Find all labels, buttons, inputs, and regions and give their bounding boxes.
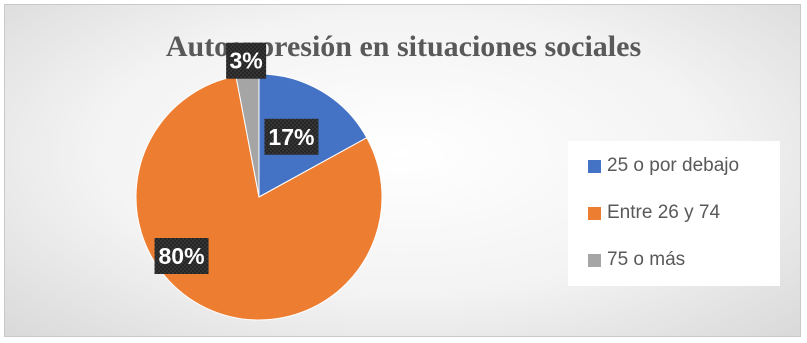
legend-swatch xyxy=(588,206,601,220)
data-label-text: 3% xyxy=(230,48,263,74)
legend-swatch xyxy=(588,253,601,267)
legend-item-entre-26-y-74: Entre 26 y 74 xyxy=(588,201,720,225)
data-label-entre-26-y-74: 80% xyxy=(154,238,209,275)
data-label-75-o-mas: 3% xyxy=(226,42,267,79)
legend-label: Entre 26 y 74 xyxy=(607,202,721,223)
legend-swatch xyxy=(588,159,601,173)
data-label-25-o-por-debajo: 17% xyxy=(264,118,319,155)
data-label-text: 17% xyxy=(268,124,314,150)
legend-item-75-o-mas: 75 o más xyxy=(588,248,685,272)
legend-label: 75 o más xyxy=(607,249,686,270)
legend-item-25-o-por-debajo: 25 o por debajo xyxy=(588,154,739,178)
legend: 25 o por debajo Entre 26 y 74 75 o más xyxy=(568,141,780,286)
data-label-text: 80% xyxy=(159,243,205,269)
legend-label: 25 o por debajo xyxy=(607,155,740,176)
data-label-box xyxy=(154,238,209,275)
data-label-box xyxy=(264,118,319,155)
data-label-box xyxy=(226,42,267,79)
